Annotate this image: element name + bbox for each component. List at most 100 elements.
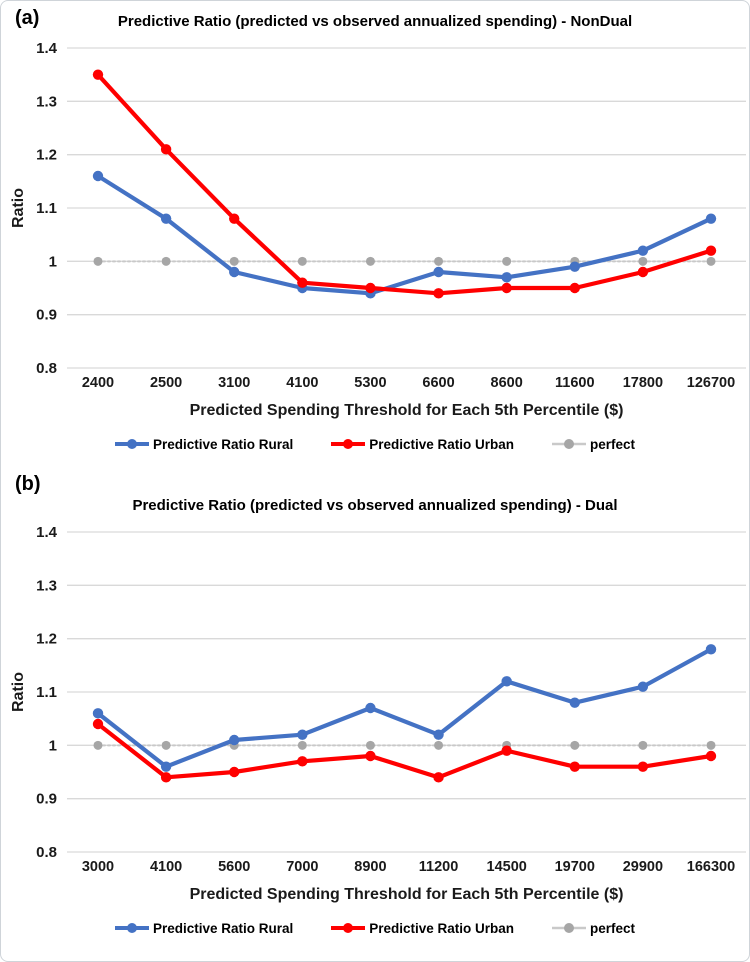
legend-marker-icon bbox=[331, 439, 366, 449]
series-marker bbox=[569, 282, 580, 294]
panel-b: (b) Predictive Ratio (predicted vs obser… bbox=[1, 453, 749, 937]
panel-b-label: (b) bbox=[15, 473, 41, 495]
legend-item: Predictive Ratio Urban bbox=[331, 437, 514, 452]
series-marker bbox=[637, 266, 649, 278]
legend-dot bbox=[343, 439, 354, 449]
series-marker bbox=[434, 740, 444, 750]
series-marker bbox=[706, 256, 716, 266]
series-marker bbox=[637, 681, 649, 692]
series-marker bbox=[570, 740, 580, 750]
legend-dot bbox=[126, 439, 137, 449]
series-marker bbox=[433, 288, 444, 299]
x-tick-label: 126700 bbox=[687, 375, 735, 391]
series-marker bbox=[93, 256, 103, 266]
y-tick-label: 1.4 bbox=[36, 524, 58, 541]
legend-label: Predictive Ratio Rural bbox=[152, 920, 294, 936]
series-marker bbox=[501, 272, 512, 283]
series-marker bbox=[92, 708, 104, 719]
series-marker bbox=[434, 256, 444, 266]
x-axis-title: Predicted Spending Threshold for Each 5t… bbox=[190, 886, 624, 903]
x-tick-label: 3000 bbox=[82, 859, 114, 875]
legend-item: perfect bbox=[552, 921, 635, 936]
series-marker bbox=[297, 729, 308, 740]
series-line bbox=[95, 173, 714, 296]
x-tick-label: 29900 bbox=[623, 859, 663, 875]
series-marker bbox=[365, 750, 376, 762]
legend-item: perfect bbox=[552, 437, 635, 452]
chart-a-plot: 0.8 0.9 1 1.1 1.2 1.3 1.4 Ratio 2400 2500 3100 4100… bbox=[10, 40, 746, 419]
chart-a-legend: Predictive Ratio Rural Predictive Ratio U… bbox=[1, 435, 749, 453]
x-tick-label: 6600 bbox=[422, 375, 454, 391]
legend-label: perfect bbox=[590, 920, 636, 936]
chart-b-plot: 0.8 0.9 1 1.1 1.2 1.3 1.4 Ratio 3000 4100 5600 7000… bbox=[10, 524, 746, 903]
y-tick-label: 0.9 bbox=[36, 307, 57, 324]
x-tick-label: 17800 bbox=[623, 375, 663, 391]
series-marker bbox=[365, 256, 375, 266]
y-axis-title: Ratio bbox=[10, 672, 27, 712]
panel-a-label: (a) bbox=[15, 7, 40, 29]
chart-b-legend: Predictive Ratio Rural Predictive Ratio U… bbox=[1, 919, 749, 937]
legend-label: Predictive Ratio Urban bbox=[369, 920, 515, 936]
series-marker bbox=[161, 740, 171, 750]
series-marker bbox=[501, 676, 512, 687]
legend-marker-icon bbox=[552, 439, 587, 449]
series-marker bbox=[502, 256, 512, 266]
series-line bbox=[95, 721, 714, 780]
series-marker bbox=[705, 213, 717, 224]
legend-label: perfect bbox=[590, 436, 636, 452]
series-marker bbox=[160, 213, 172, 224]
series-marker bbox=[161, 256, 171, 266]
series-marker bbox=[638, 256, 648, 266]
legend-marker-icon bbox=[114, 439, 149, 449]
series-marker bbox=[297, 277, 308, 288]
legend-item: Predictive Ratio Rural bbox=[114, 920, 294, 936]
x-tick-label: 11600 bbox=[555, 375, 595, 391]
series-marker bbox=[92, 170, 104, 182]
x-tick-label: 11200 bbox=[419, 859, 459, 875]
series-marker bbox=[638, 740, 648, 750]
y-tick-label: 0.8 bbox=[36, 844, 57, 861]
series-marker bbox=[637, 761, 649, 772]
x-tick-label: 7000 bbox=[286, 859, 318, 875]
legend-dot bbox=[564, 439, 575, 449]
series-marker bbox=[229, 266, 240, 278]
y-tick-label: 1.1 bbox=[36, 684, 57, 701]
series-marker bbox=[365, 282, 376, 294]
y-tick-label: 1.3 bbox=[36, 93, 57, 110]
series-marker bbox=[569, 697, 580, 708]
series-line bbox=[95, 72, 714, 296]
legend-marker-icon bbox=[331, 923, 366, 933]
series-marker bbox=[229, 256, 239, 266]
series-marker bbox=[705, 750, 717, 762]
x-tick-label: 5600 bbox=[218, 859, 250, 875]
series-marker bbox=[706, 740, 716, 750]
series-marker bbox=[501, 282, 512, 294]
x-tick-label: 166300 bbox=[687, 859, 735, 875]
legend-label: Predictive Ratio Rural bbox=[152, 436, 294, 452]
y-tick-label: 1.2 bbox=[36, 147, 57, 164]
y-tick-label: 1 bbox=[49, 253, 57, 270]
series-marker bbox=[229, 734, 240, 746]
y-tick-label: 1.1 bbox=[36, 200, 57, 217]
series-marker bbox=[160, 144, 172, 155]
series-marker bbox=[297, 256, 307, 266]
chart-b-title: Predictive Ratio (predicted vs observed … bbox=[132, 497, 618, 514]
x-tick-label: 2500 bbox=[150, 375, 182, 391]
legend-label: Predictive Ratio Urban bbox=[369, 436, 515, 452]
legend-marker-icon bbox=[552, 923, 587, 933]
x-tick-label: 8900 bbox=[354, 859, 386, 875]
series-marker bbox=[297, 740, 307, 750]
series-marker bbox=[160, 761, 172, 772]
x-tick-label: 8600 bbox=[491, 375, 523, 391]
series-marker bbox=[501, 745, 512, 756]
series-marker bbox=[433, 729, 444, 740]
series-marker bbox=[569, 761, 580, 772]
chart-a-title: Predictive Ratio (predicted vs observed … bbox=[117, 13, 633, 30]
legend-dot bbox=[126, 923, 137, 933]
legend-item: Predictive Ratio Rural bbox=[114, 436, 294, 452]
x-tick-label: 4100 bbox=[150, 859, 182, 875]
series-marker bbox=[365, 740, 375, 750]
x-tick-label: 4100 bbox=[286, 375, 318, 391]
series-marker bbox=[92, 69, 104, 80]
